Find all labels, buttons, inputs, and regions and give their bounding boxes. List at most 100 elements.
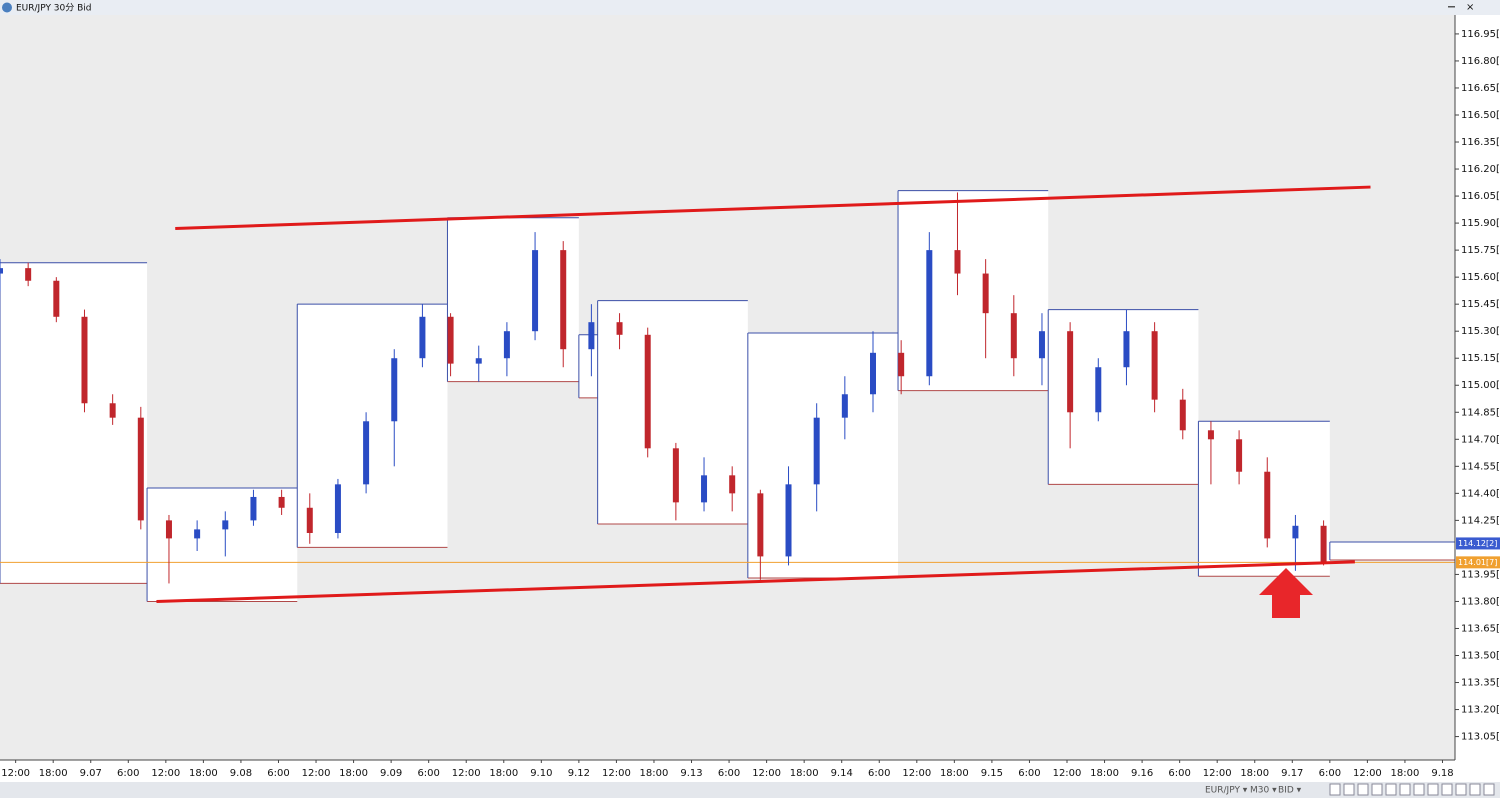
x-tick-label: 18:00 xyxy=(189,768,218,779)
side-dropdown[interactable]: BID ▾ xyxy=(1278,786,1302,796)
y-tick-label: 116.95[0 xyxy=(1461,29,1500,40)
daily-range-box xyxy=(147,487,298,602)
candle-body xyxy=(1207,430,1214,440)
candle-body xyxy=(194,529,201,539)
close-button[interactable]: × xyxy=(1466,2,1474,13)
y-tick-label: 116.50[0 xyxy=(1461,110,1500,121)
candle-body xyxy=(222,520,229,530)
candle-body xyxy=(785,484,792,557)
minimize-button[interactable] xyxy=(1448,6,1455,8)
candle-body xyxy=(1151,331,1158,400)
y-tick-label: 116.65[0 xyxy=(1461,83,1500,94)
price-tag xyxy=(1456,537,1500,550)
candle-body xyxy=(447,316,454,364)
time-axis xyxy=(0,760,1500,782)
daily-range-box xyxy=(578,334,598,398)
tool-button[interactable] xyxy=(1427,783,1439,796)
tool-button[interactable] xyxy=(1357,783,1369,796)
tool-button[interactable] xyxy=(1441,783,1453,796)
x-tick-label: 18:00 xyxy=(339,768,368,779)
candle-body xyxy=(588,322,595,350)
tool-button[interactable] xyxy=(1469,783,1481,796)
y-tick-label: 113.65[0 xyxy=(1461,623,1500,634)
candle-body xyxy=(644,334,651,449)
x-tick-label: 6:00 xyxy=(1319,768,1341,779)
candle-body xyxy=(53,280,60,317)
x-tick-label: 12:00 xyxy=(752,768,781,779)
candle-body xyxy=(363,421,370,485)
y-tick-label: 115.60[0 xyxy=(1461,272,1500,283)
x-tick-label: 6:00 xyxy=(267,768,289,779)
tool-button[interactable] xyxy=(1399,783,1411,796)
y-tick-label: 115.00[0 xyxy=(1461,380,1500,391)
bottom-toolbar xyxy=(0,782,1500,798)
daily-range-box xyxy=(1329,541,1455,561)
candle-body xyxy=(0,268,3,274)
y-tick-label: 114.40[0 xyxy=(1461,488,1500,499)
x-tick-label: 9.17 xyxy=(1281,768,1303,779)
y-tick-label: 115.75[0 xyxy=(1461,245,1500,256)
x-tick-label: 18:00 xyxy=(790,768,819,779)
daily-range-box xyxy=(597,300,748,524)
x-tick-label: 9.10 xyxy=(530,768,552,779)
candle-body xyxy=(1010,313,1017,359)
candle-body xyxy=(109,403,116,418)
candle-body xyxy=(616,322,623,335)
y-tick-label: 116.80[0 xyxy=(1461,56,1500,67)
x-tick-label: 12:00 xyxy=(302,768,331,779)
tool-button[interactable] xyxy=(1343,783,1355,796)
candle-body xyxy=(419,316,426,359)
window-title: EUR/JPY 30分 Bid xyxy=(16,3,92,14)
candle-body xyxy=(81,316,88,404)
candle-body xyxy=(532,250,539,332)
y-tick-label: 115.30[0 xyxy=(1461,326,1500,337)
y-tick-label: 115.45[0 xyxy=(1461,299,1500,310)
candle-body xyxy=(729,475,736,494)
app-icon xyxy=(2,2,12,13)
candle-body xyxy=(926,250,933,377)
tool-button[interactable] xyxy=(1413,783,1425,796)
candle-body xyxy=(165,520,172,539)
x-tick-label: 18:00 xyxy=(1240,768,1269,779)
candle-body xyxy=(954,250,961,274)
x-tick-label: 12:00 xyxy=(1353,768,1382,779)
candle-body xyxy=(560,250,567,350)
daily-range-box xyxy=(898,190,1049,391)
x-tick-label: 9.18 xyxy=(1431,768,1453,779)
toolbar-icons xyxy=(1329,783,1495,796)
x-tick-label: 12:00 xyxy=(1053,768,1082,779)
tool-button[interactable] xyxy=(1329,783,1341,796)
y-tick-label: 113.35[0 xyxy=(1461,678,1500,689)
candle-body xyxy=(1179,399,1186,431)
candle-body xyxy=(1236,439,1243,472)
x-tick-label: 9.09 xyxy=(380,768,402,779)
candle-body xyxy=(1264,471,1271,539)
x-tick-label: 9.14 xyxy=(831,768,853,779)
tool-button[interactable] xyxy=(1455,783,1467,796)
period-dropdown[interactable]: M30 ▾ xyxy=(1250,786,1277,796)
y-tick-label: 114.70[0 xyxy=(1461,434,1500,445)
x-tick-label: 6:00 xyxy=(1168,768,1190,779)
candle-body xyxy=(757,493,764,557)
candle-body xyxy=(898,352,905,377)
plot-area xyxy=(0,185,1455,603)
x-tick-label: 9.07 xyxy=(80,768,102,779)
daily-range-box xyxy=(447,217,579,382)
candle-body xyxy=(1123,331,1130,368)
candle-body xyxy=(1320,525,1327,562)
candle-body xyxy=(391,358,398,422)
title-bar xyxy=(0,0,1500,15)
y-tick-label: 114.85[0 xyxy=(1461,407,1500,418)
daily-range-box xyxy=(0,262,148,584)
tool-button[interactable] xyxy=(1483,783,1495,796)
x-tick-label: 6:00 xyxy=(417,768,439,779)
x-tick-label: 12:00 xyxy=(602,768,631,779)
x-tick-label: 9.08 xyxy=(230,768,252,779)
x-tick-label: 18:00 xyxy=(940,768,969,779)
tool-button[interactable] xyxy=(1371,783,1383,796)
tool-button[interactable] xyxy=(1385,783,1397,796)
symbol-dropdown[interactable]: EUR/JPY ▾ xyxy=(1205,786,1248,796)
x-tick-label: 9.15 xyxy=(981,768,1003,779)
y-tick-label: 114.55[0 xyxy=(1461,461,1500,472)
